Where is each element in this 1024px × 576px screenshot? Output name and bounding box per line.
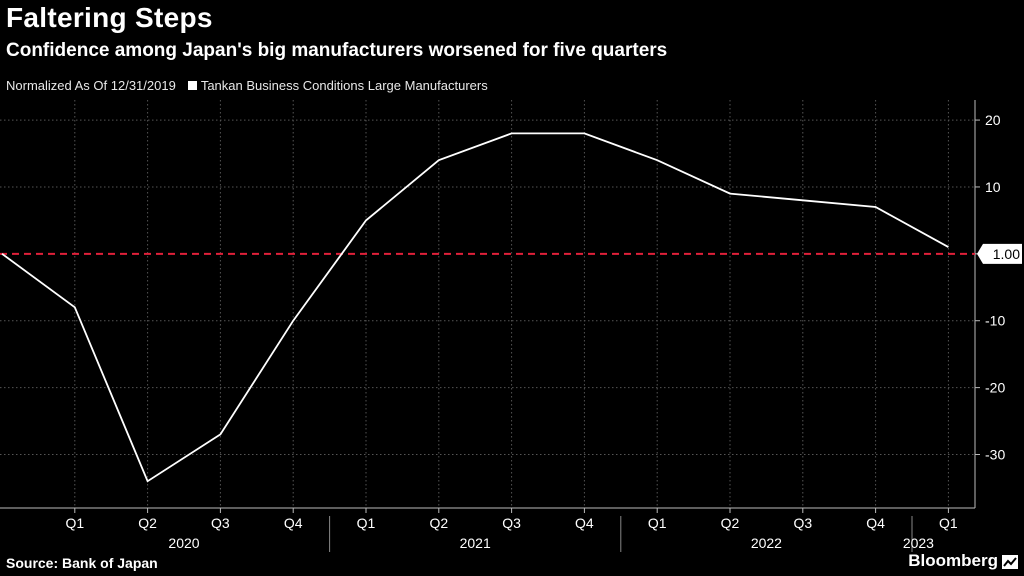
year-label: 2020 [168, 535, 199, 551]
y-tick-label: 20 [985, 112, 1001, 128]
x-tick-label: Q2 [429, 515, 448, 531]
x-tick-label: Q4 [575, 515, 594, 531]
y-tick-label: -30 [985, 446, 1005, 462]
x-tick-label: Q2 [138, 515, 157, 531]
x-tick-label: Q1 [648, 515, 667, 531]
x-tick-label: Q2 [721, 515, 740, 531]
y-tick-label: 10 [985, 179, 1001, 195]
x-tick-label: Q1 [939, 515, 958, 531]
last-value-label: 1.00 [993, 246, 1020, 262]
brand-logo-text: Bloomberg [908, 551, 998, 570]
y-tick-label: -20 [985, 380, 1005, 396]
chart-subtitle: Confidence among Japan's big manufacture… [6, 40, 668, 61]
year-label: 2023 [903, 535, 934, 551]
x-tick-label: Q1 [65, 515, 84, 531]
x-tick-label: Q4 [284, 515, 303, 531]
legend-normalization-note: Normalized As Of 12/31/2019 [6, 78, 176, 93]
x-tick-label: Q3 [211, 515, 230, 531]
bloomberg-chart-icon [1002, 555, 1018, 569]
legend-series-label: Tankan Business Conditions Large Manufac… [200, 78, 488, 93]
legend-swatch [187, 81, 197, 90]
legend: Normalized As Of 12/31/2019 Tankan Busin… [6, 78, 488, 93]
x-tick-label: Q4 [866, 515, 885, 531]
year-label: 2022 [751, 535, 782, 551]
y-tick-label: -10 [985, 313, 1005, 329]
chart-title: Faltering Steps [6, 2, 213, 33]
last-value-label-box [977, 243, 1022, 264]
source-note: Source: Bank of Japan [6, 555, 158, 571]
x-tick-label: Q3 [793, 515, 812, 531]
series-line [1, 132, 949, 483]
x-tick-label: Q3 [502, 515, 521, 531]
year-label: 2021 [460, 535, 491, 551]
x-tick-label: Q1 [357, 515, 376, 531]
